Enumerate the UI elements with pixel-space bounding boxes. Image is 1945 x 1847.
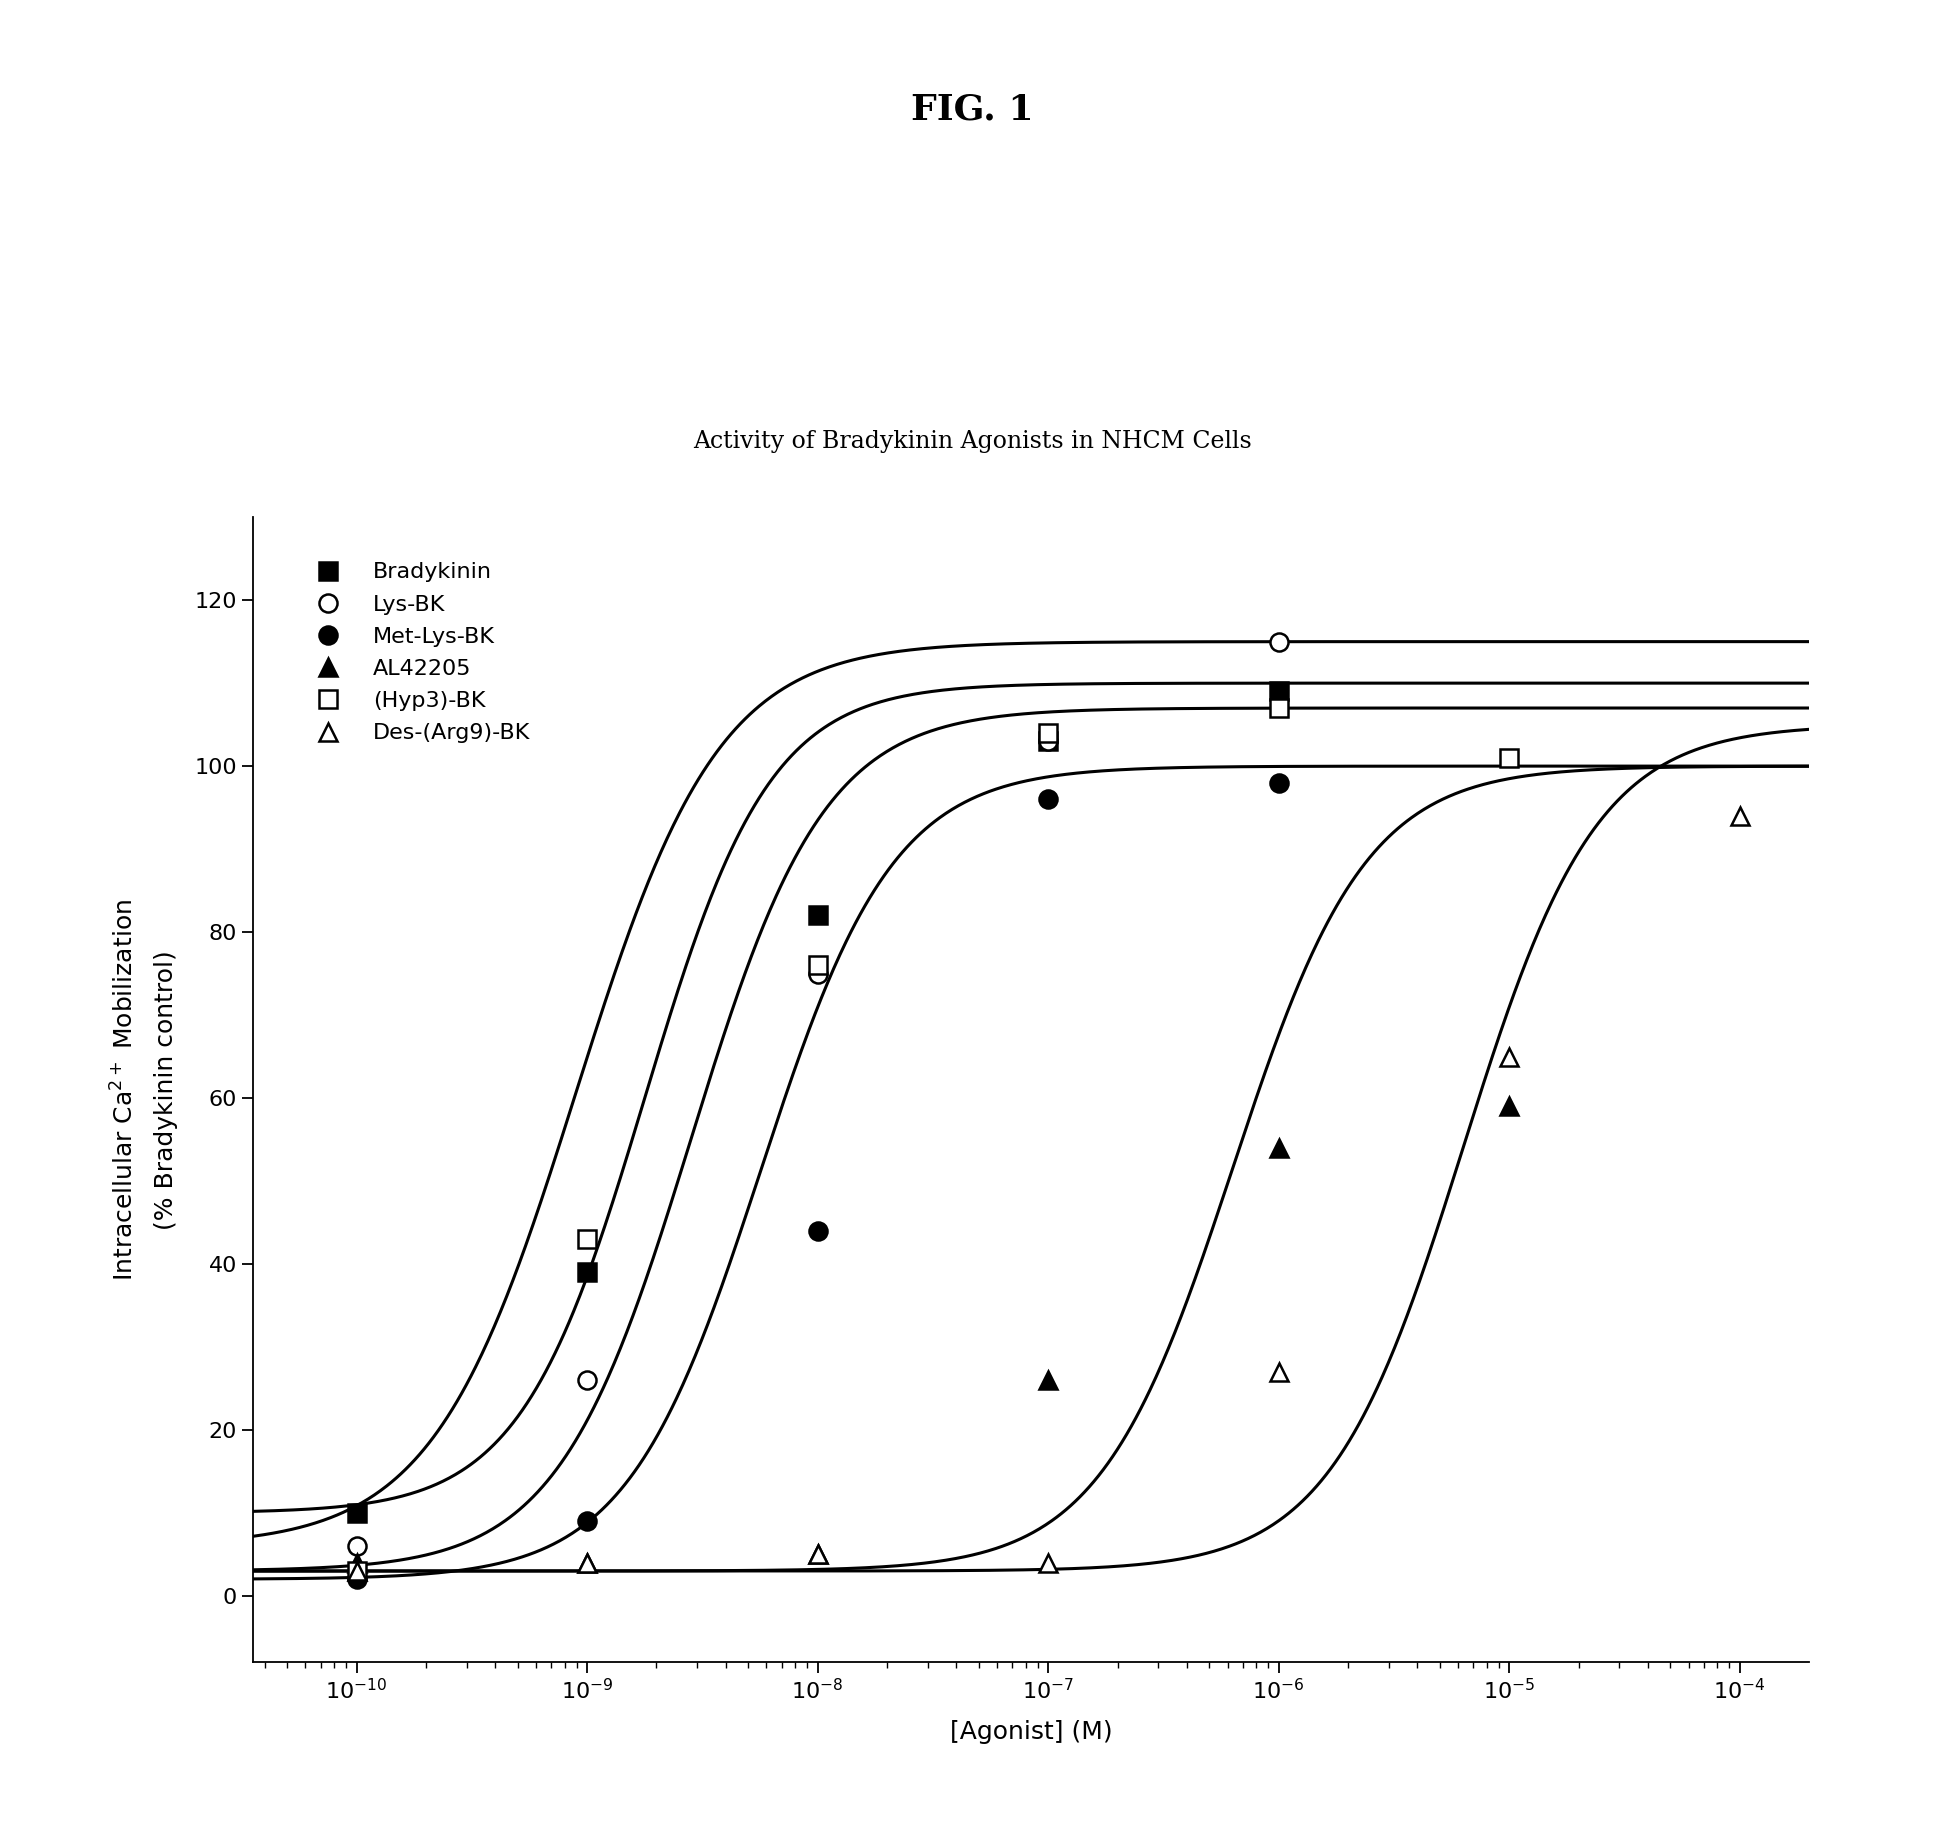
Legend: Bradykinin, Lys-BK, Met-Lys-BK, AL42205, (Hyp3)-BK, Des-(Arg9)-BK: Bradykinin, Lys-BK, Met-Lys-BK, AL42205,… xyxy=(296,550,541,755)
Y-axis label: Intracellular Ca$^{2+}$ Mobilization
(% Bradykinin control): Intracellular Ca$^{2+}$ Mobilization (% … xyxy=(111,899,177,1280)
Text: Activity of Bradykinin Agonists in NHCM Cells: Activity of Bradykinin Agonists in NHCM … xyxy=(692,430,1253,453)
X-axis label: [Agonist] (M): [Agonist] (M) xyxy=(949,1720,1113,1744)
Text: FIG. 1: FIG. 1 xyxy=(910,92,1035,126)
